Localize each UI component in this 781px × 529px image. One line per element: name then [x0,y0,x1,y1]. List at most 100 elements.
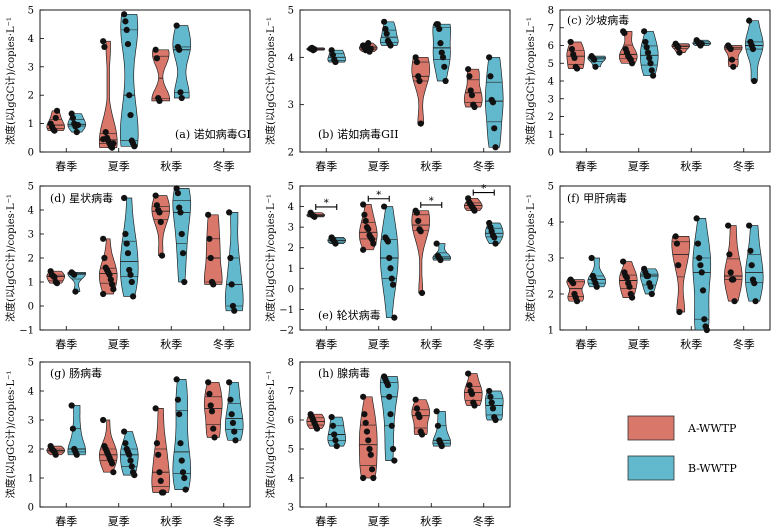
data-point [329,422,337,429]
y-tick-label: 5 [28,358,34,369]
data-point [433,408,440,415]
y-tick-label: 4 [288,202,294,213]
data-point [332,437,339,444]
data-point [110,469,117,476]
x-tick-label: 冬季 [213,159,235,173]
data-point [388,275,395,282]
data-point [152,192,159,199]
y-tick-label: −1 [19,326,34,337]
data-point [571,54,578,62]
violin-body [671,236,691,313]
y-tick-label: 1 [288,264,294,275]
data-point [129,293,137,300]
data-point [588,254,595,262]
panel-title: (b) 诺如病毒GII [318,127,399,141]
data-point [226,209,233,216]
data-point [53,280,61,287]
data-point [178,230,185,238]
data-point [74,121,82,129]
data-point [489,99,497,106]
data-point [53,107,61,114]
data-point [101,254,108,262]
y-tick-label: 3 [28,230,34,241]
data-point [384,238,392,245]
y-tick-label: 4 [28,206,34,217]
data-point [73,129,80,136]
data-point [648,67,655,74]
data-point [110,140,117,147]
data-point [466,73,473,80]
x-tick-label: 秋季 [160,159,182,173]
data-point [415,73,422,80]
y-tick-label: 1 [548,130,554,141]
data-point [644,272,652,280]
x-tick-label: 冬季 [213,514,235,528]
data-point [174,396,182,403]
data-point [228,281,235,288]
data-point [360,201,367,208]
data-point [360,393,367,400]
data-point [752,298,759,305]
data-point [127,111,134,119]
significance-star: * [481,184,486,195]
data-point [698,269,705,276]
data-point [487,73,494,80]
y-tick-label: 5 [28,6,34,17]
data-point [363,428,371,435]
y-tick-label: 1 [28,474,34,485]
data-point [381,203,388,210]
data-point [121,428,128,435]
data-point [227,396,234,403]
data-point [727,45,734,53]
data-point [698,40,705,47]
data-point [647,283,654,290]
data-point [110,286,117,293]
violin-body [411,210,431,294]
y-tick-label: 4 [548,218,554,229]
data-point [122,440,129,447]
data-point [51,274,58,281]
data-point [386,393,393,400]
violin-body [151,408,171,493]
data-point [416,414,423,421]
data-point [725,222,732,229]
data-point [227,254,234,262]
y-tick-label: −2 [279,326,294,337]
data-point [383,30,390,37]
y-axis-label: 浓度(以lgGC计)/copies·L⁻¹ [264,17,277,145]
y-tick-label: 3 [548,94,554,105]
data-point [389,445,397,453]
panel-title: (e) 轮状病毒 [318,308,381,322]
data-point [177,440,184,447]
x-tick-label: 夏季 [628,338,650,351]
data-point [436,25,443,33]
data-point [730,63,737,70]
data-point [127,271,134,278]
data-point [573,65,581,72]
y-axis-label: 浓度(以lgGC计)/copies·L⁻¹ [524,194,537,322]
data-point [131,472,138,479]
y-tick-label: 4 [288,53,294,64]
panel-title: (h) 腺病毒 [318,366,370,380]
violin-body [723,225,743,302]
data-point [121,11,128,18]
y-tick-label: 5 [28,182,34,193]
y-tick-label: 3 [288,223,294,234]
data-point [207,402,214,409]
data-point [367,45,374,52]
data-point [749,45,757,53]
data-point [676,49,683,56]
data-point [391,314,398,321]
y-tick-label: 1 [28,278,34,289]
data-point [179,250,187,257]
legend-swatch-a [627,415,675,441]
data-point [726,251,733,258]
axes-frame [299,9,511,153]
data-point [182,486,189,493]
data-point [415,217,422,225]
axes-frame [299,185,511,331]
x-tick-label: 夏季 [628,160,650,173]
data-point [365,40,372,47]
data-point [623,274,631,281]
